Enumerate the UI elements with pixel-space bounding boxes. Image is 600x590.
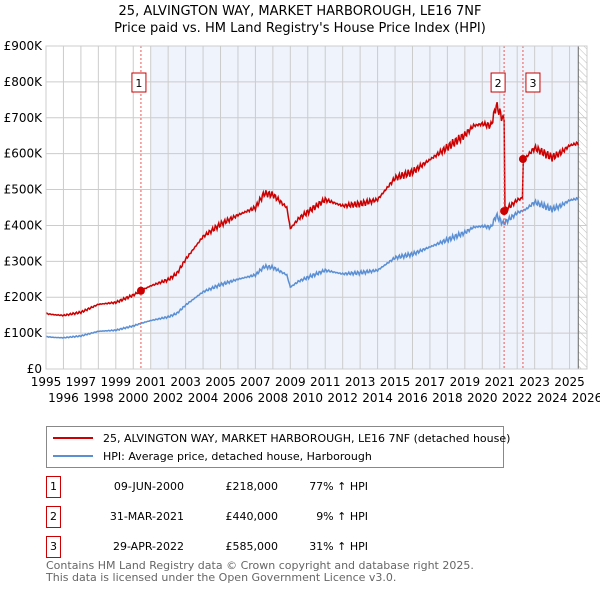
sale-price: £585,000 xyxy=(225,540,279,553)
x-tick-label: 2026 xyxy=(572,391,600,405)
x-tick-label: 1999 xyxy=(101,375,132,389)
sale-label-box xyxy=(525,72,541,93)
sale-number: 1 xyxy=(46,476,61,498)
y-tick-label: £400K xyxy=(4,218,44,232)
x-tick-label: 2005 xyxy=(205,375,236,389)
x-tick-label: 2024 xyxy=(537,391,568,405)
sale-point xyxy=(518,155,527,164)
x-tick-label: 2015 xyxy=(380,375,411,389)
y-tick-label: £500K xyxy=(4,183,44,197)
sale-row: 1 09-JUN-2000 £218,000 77% ↑ HPI xyxy=(46,476,496,498)
sale-label: 1 xyxy=(135,77,142,90)
x-tick-label: 2016 xyxy=(397,391,428,405)
property-line xyxy=(45,102,579,317)
sale-point xyxy=(136,286,145,295)
x-tick-label: 2011 xyxy=(310,375,341,389)
x-tick-label: 2001 xyxy=(135,375,166,389)
sale-label-box xyxy=(490,72,506,93)
sale-hpi: 77% ↑ HPI xyxy=(309,480,368,493)
x-tick-label: 2017 xyxy=(415,375,446,389)
x-tick-label: 1997 xyxy=(66,375,97,389)
hpi-line xyxy=(45,196,579,339)
x-tick-label: 2023 xyxy=(519,375,550,389)
plot-area: 1995 1996 1997 1998 1999 2000 2001 2002 2003 2004… xyxy=(4,39,600,405)
y-tick-label: £800K xyxy=(4,75,44,89)
x-tick-label: 2019 xyxy=(450,375,481,389)
x-tick-label: 1996 xyxy=(48,391,79,405)
x-tick-label: 2006 xyxy=(223,391,254,405)
sale-hpi: 31% ↑ HPI xyxy=(309,540,368,553)
x-tick-label: 2009 xyxy=(275,375,306,389)
x-tick-label: 1998 xyxy=(83,391,114,405)
sale-row: 3 29-APR-2022 £585,000 31% ↑ HPI xyxy=(46,536,496,558)
y-tick-label: £100K xyxy=(4,326,44,340)
y-tick-label: £200K xyxy=(4,290,44,304)
sale-price: £218,000 xyxy=(225,480,279,493)
x-tick-label: 2007 xyxy=(240,375,271,389)
x-tick-label: 2022 xyxy=(502,391,533,405)
sale-date: 31-MAR-2021 xyxy=(109,510,184,523)
x-tick-label: 2025 xyxy=(554,375,585,389)
y-tick-label: £900K xyxy=(4,39,44,53)
sale-label: 3 xyxy=(529,77,536,90)
sale-price: £440,000 xyxy=(225,510,279,523)
x-tick-label: 2012 xyxy=(327,391,358,405)
x-tick-label: 2010 xyxy=(293,391,324,405)
chart-title: 25, ALVINGTON WAY, MARKET HARBOROUGH, LE… xyxy=(118,4,482,19)
footer: Contains HM Land Registry data © Crown c… xyxy=(46,560,474,584)
x-tick-label: 1995 xyxy=(31,375,62,389)
footer-line: Contains HM Land Registry data © Crown c… xyxy=(46,559,474,572)
legend-label: HPI: Average price, detached house, Harb… xyxy=(103,449,372,463)
legend-swatch-property xyxy=(53,437,93,439)
shaded-region xyxy=(150,46,579,369)
sale-point xyxy=(500,207,509,216)
y-tick-label: £600K xyxy=(4,147,44,161)
y-tick-label: £0 xyxy=(27,362,42,376)
x-tick-label: 2014 xyxy=(362,391,393,405)
x-tick-label: 2013 xyxy=(345,375,376,389)
x-tick-label: 2004 xyxy=(188,391,219,405)
sale-date: 09-JUN-2000 xyxy=(113,480,184,493)
sale-date: 29-APR-2022 xyxy=(112,540,184,553)
footer-line: This data is licensed under the Open Gov… xyxy=(46,571,397,584)
x-tick-label: 2000 xyxy=(118,391,149,405)
sale-hpi: 9% ↑ HPI xyxy=(316,510,368,523)
x-tick-label: 2003 xyxy=(170,375,201,389)
y-tick-label: £700K xyxy=(4,111,44,125)
x-tick-label: 2018 xyxy=(432,391,463,405)
y-tick-label: £300K xyxy=(4,254,44,268)
x-tick-label: 2008 xyxy=(258,391,289,405)
legend-swatch-hpi xyxy=(53,455,93,457)
sale-label-box xyxy=(131,72,147,93)
x-tick-label: 2002 xyxy=(153,391,184,405)
sale-number: 3 xyxy=(46,536,61,558)
sale-label: 2 xyxy=(495,77,502,90)
x-tick-label: 2020 xyxy=(467,391,498,405)
legend: 25, ALVINGTON WAY, MARKET HARBOROUGH, LE… xyxy=(46,426,510,468)
projection-hatch xyxy=(578,46,587,369)
sale-row: 2 31-MAR-2021 £440,000 9% ↑ HPI xyxy=(46,506,496,528)
x-tick-label: 2021 xyxy=(484,375,515,389)
sale-number: 2 xyxy=(46,506,61,528)
legend-label: 25, ALVINGTON WAY, MARKET HARBOROUGH, LE… xyxy=(103,431,511,445)
plot-border xyxy=(45,45,588,370)
chart-subtitle: Price paid vs. HM Land Registry's House … xyxy=(114,21,486,36)
